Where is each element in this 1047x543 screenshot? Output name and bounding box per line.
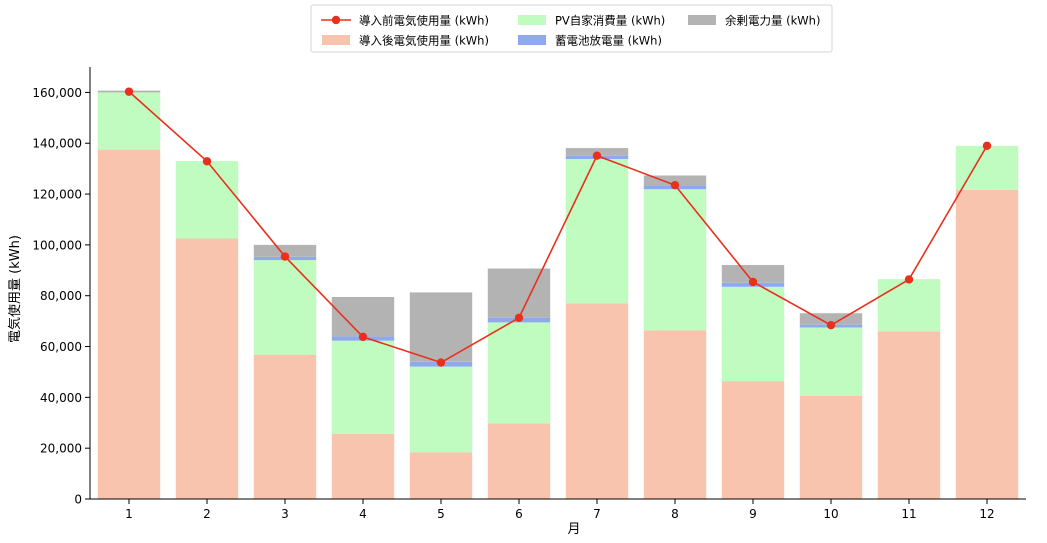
line-point-month-11 [904, 275, 914, 284]
bar-segment-2-month-5 [409, 366, 473, 453]
line-point-month-8 [670, 180, 680, 190]
bar-segment-1-month-7 [565, 303, 629, 499]
bar-segment-1-month-11 [877, 331, 941, 499]
line-point-month-2 [202, 157, 212, 166]
bar-segment-2-month-7 [565, 158, 629, 304]
bar-segment-1-month-5 [409, 452, 473, 499]
line-point-month-1 [124, 87, 134, 96]
legend-marker-swatch [331, 15, 341, 25]
bar-segment-1-month-2 [175, 238, 239, 499]
y-tick-label: 20,000 [40, 442, 82, 456]
legend-entry-label: PV自家消費量 (kWh) [555, 14, 665, 28]
bar-segment-2-month-2 [175, 161, 239, 239]
y-tick-label: 120,000 [32, 188, 82, 202]
bar-segment-1-month-9 [721, 381, 785, 499]
bar-segment-4-month-10 [799, 313, 863, 325]
bar-segment-4-month-6 [487, 268, 551, 318]
line-point-month-4 [358, 332, 368, 342]
y-tick-label: 40,000 [40, 391, 82, 405]
y-tick-label: 60,000 [40, 340, 82, 354]
y-tick-label: 0 [74, 493, 82, 507]
x-tick-label: 4 [359, 507, 367, 521]
bar-segment-2-month-8 [643, 189, 707, 331]
legend: 導入前電気使用量 (kWh) 導入後電気使用量 (kWh) PV自家消費量 (kWh… [310, 4, 833, 53]
y-tick-label: 160,000 [32, 86, 82, 100]
bar-segment-2-month-4 [331, 340, 395, 434]
line-series-1 [128, 91, 988, 364]
legend-entry-label: 蓄電池放電量 (kWh) [555, 34, 662, 48]
bar-segment-1-month-4 [331, 433, 395, 499]
x-tick-label: 8 [671, 507, 679, 521]
bar-segment-2-month-1 [97, 92, 161, 150]
axes: 0 20,000 40,000 60,000 80,000 100,000 120,000 1… [32, 67, 1026, 521]
line-point-month-6 [514, 313, 524, 323]
legend-bar-swatch [322, 35, 350, 45]
bar-segment-4-month-5 [409, 292, 473, 362]
bar-segment-4-month-4 [331, 296, 395, 337]
legend-bar-swatch [518, 15, 546, 25]
line-point-month-7 [592, 151, 602, 160]
y-tick-label: 140,000 [32, 137, 82, 151]
bar-segment-1-month-10 [799, 395, 863, 499]
bar-segment-2-month-10 [799, 327, 863, 396]
y-axis-label: 電気使用量 (kWh) [7, 235, 23, 343]
x-tick-label: 9 [749, 507, 757, 521]
bar-segment-4-month-8 [643, 175, 707, 186]
line-point-month-5 [436, 358, 446, 367]
bar-segment-1-month-8 [643, 330, 707, 499]
line-point-month-12 [982, 141, 992, 150]
legend-entry-label: 余剰電力量 (kWh) [725, 14, 820, 28]
x-tick-label: 10 [823, 507, 838, 521]
bar-layer [97, 90, 1019, 500]
bar-segment-2-month-6 [487, 322, 551, 424]
line-point-month-3 [280, 252, 290, 261]
bar-segment-2-month-11 [877, 279, 941, 332]
legend-entry-label: 導入後電気使用量 (kWh) [359, 34, 489, 48]
legend-entry-label: 導入前電気使用量 (kWh) [359, 14, 489, 28]
bar-segment-2-month-3 [253, 260, 317, 355]
legend-bar-swatch [518, 35, 546, 45]
bar-segment-2-month-9 [721, 286, 785, 382]
line-point-month-10 [826, 320, 836, 330]
line-layer [124, 87, 992, 367]
bar-segment-1-month-1 [97, 149, 161, 499]
x-tick-label: 2 [203, 507, 211, 521]
x-tick-label: 11 [901, 507, 916, 521]
x-tick-label: 1 [125, 507, 133, 521]
bar-segment-4-month-9 [721, 264, 785, 283]
x-tick-label: 5 [437, 507, 445, 521]
y-tick-label: 80,000 [40, 289, 82, 303]
bar-segment-4-month-3 [253, 244, 317, 257]
bar-segment-1-month-12 [955, 189, 1019, 500]
x-tick-label: 6 [515, 507, 523, 521]
bar-segment-1-month-3 [253, 354, 317, 499]
legend-bar-swatch [688, 15, 716, 25]
x-tick-label: 12 [979, 507, 994, 521]
y-tick-label: 100,000 [32, 238, 82, 252]
line-point-month-9 [748, 277, 758, 287]
x-tick-label: 7 [593, 507, 601, 521]
x-axis-label: 月 [567, 522, 580, 537]
x-tick-label: 3 [281, 507, 289, 521]
bar-segment-1-month-6 [487, 423, 551, 499]
